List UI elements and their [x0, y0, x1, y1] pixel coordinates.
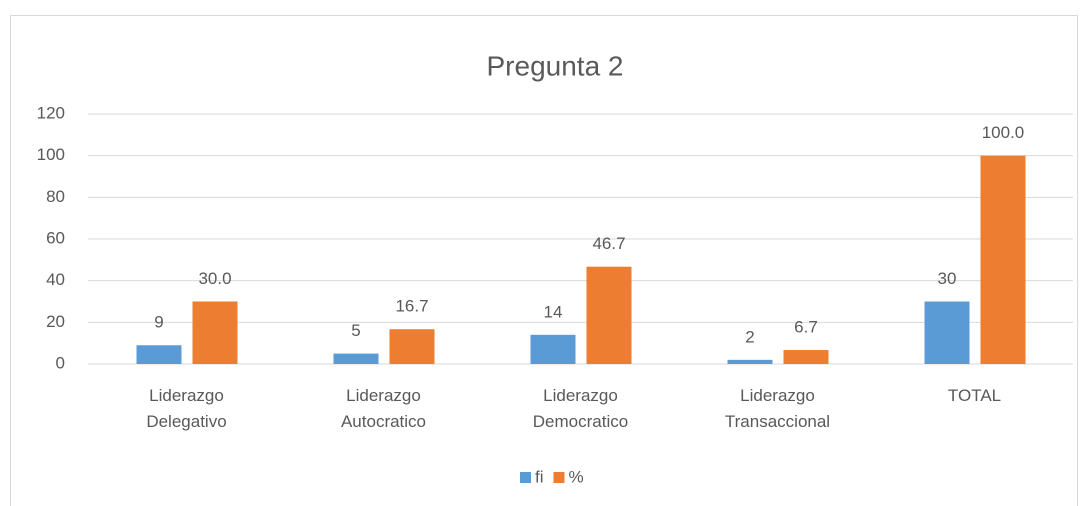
x-tick-label: Liderazgo Autocratico: [341, 386, 426, 431]
data-label: 2: [745, 327, 754, 346]
y-tick-label: 40: [46, 270, 65, 289]
data-label: 9: [154, 313, 163, 332]
data-label: 14: [544, 302, 563, 321]
bar: [783, 350, 829, 364]
legend-swatch: [553, 472, 565, 483]
chart-title: Pregunta 2: [487, 50, 624, 81]
legend-swatch: [520, 472, 531, 483]
chart-frame: [10, 15, 1078, 506]
x-tick-label: Liderazgo Transaccional: [725, 386, 830, 431]
bar: [924, 301, 970, 364]
data-label: 5: [351, 321, 360, 340]
x-tick-label: TOTAL: [948, 386, 1001, 405]
data-label: 100.0: [982, 123, 1025, 142]
bar: [586, 266, 632, 364]
bar: [333, 353, 379, 364]
bar: [980, 155, 1026, 364]
x-tick-label: Liderazgo Delegativo: [146, 386, 226, 431]
bar: [530, 334, 576, 364]
data-label: 6.7: [794, 318, 818, 337]
y-tick-label: 0: [56, 353, 65, 372]
y-tick-label: 80: [46, 187, 65, 206]
data-label: 30.0: [198, 269, 231, 288]
data-label: 30: [938, 269, 957, 288]
bar: [727, 359, 773, 364]
legend-label: fi: [535, 467, 544, 486]
x-tick-label: Liderazgo Democratico: [533, 386, 628, 431]
bar: [389, 329, 435, 364]
bar: [136, 345, 182, 364]
data-label: 16.7: [395, 297, 428, 316]
y-tick-label: 100: [37, 145, 65, 164]
y-tick-label: 120: [37, 103, 65, 122]
y-tick-label: 20: [46, 312, 65, 331]
y-tick-label: 60: [46, 228, 65, 247]
bar: [192, 301, 238, 364]
data-label: 46.7: [592, 234, 625, 253]
legend-label: %: [569, 467, 584, 486]
